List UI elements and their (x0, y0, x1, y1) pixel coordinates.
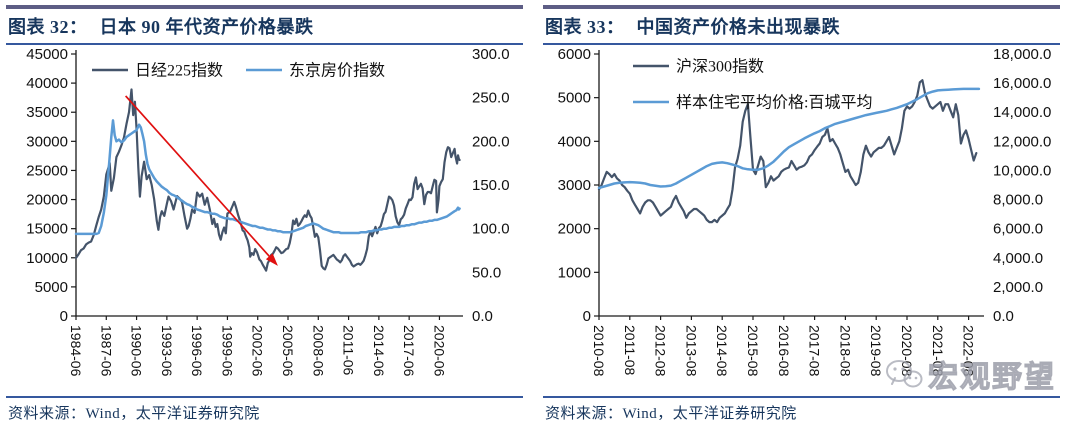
y-left-tick-label: 40000 (26, 75, 68, 92)
x-tick-label: 1984-06 (68, 325, 84, 377)
x-tick-label: 2014-08 (714, 325, 730, 377)
y-right-tick-label: 14,000.0 (993, 104, 1051, 121)
figure-title: 中国资产价格未出现暴跌 (636, 17, 840, 37)
figure-panel-china: 图表 33： 中国资产价格未出现暴跌 6000 5000 4000 3000 2000 1… (543, 5, 1060, 424)
x-tick-label: 2008-06 (310, 325, 326, 377)
x-tick-label: 2010-08 (591, 325, 607, 377)
x-tick-label: 2013-08 (683, 325, 699, 377)
y-right-tick-label: 6,000.0 (993, 221, 1043, 238)
x-tick-label: 2005-06 (280, 325, 296, 377)
x-tick-label: 2018-08 (837, 325, 853, 377)
x-tick-label: 1999-06 (219, 325, 235, 377)
x-tick-label: 2020-08 (899, 325, 915, 377)
y-left-tick-label: 0 (60, 308, 68, 325)
y-right-tick-label: 10,000.0 (993, 162, 1051, 179)
source-note: 资料来源：Wind，太平洋证券研究院 (6, 396, 523, 423)
legend-label: 沪深300指数 (676, 58, 764, 76)
y-left-tick-label: 35000 (26, 104, 68, 121)
y-right-tick-label: 12,000.0 (993, 133, 1051, 150)
series-line-right (597, 87, 981, 190)
series-line-right (74, 119, 461, 236)
y-right-tick-label: 4,000.0 (993, 250, 1043, 267)
legend-label: 样本住宅平均价格:百城平均 (676, 94, 872, 112)
y-left-tick-label: 3000 (558, 177, 591, 194)
panel-top-bar (543, 5, 1060, 9)
x-tick-label: 2011-06 (341, 325, 357, 376)
y-left-tick-label: 1000 (558, 264, 591, 281)
decline-arrow-head (265, 253, 278, 266)
x-tick-label: 2017-08 (807, 325, 823, 377)
figure-header: 图表 32： 日本 90 年代资产价格暴跌 (6, 9, 523, 45)
x-tick-label: 1996-06 (189, 325, 205, 377)
x-tick-label: 2015-08 (745, 325, 761, 377)
x-tick-label: 2016-08 (776, 325, 792, 377)
series-line-left (74, 88, 461, 272)
x-tick-label: 2021-08 (930, 325, 946, 377)
figure-panel-japan: 图表 32： 日本 90 年代资产价格暴跌 45000 40000 35000 300… (6, 5, 523, 424)
nikkei-tokyo-chart-canvas: 45000 40000 35000 30000 25000 20000 15000 10000… (26, 46, 510, 377)
x-tick-label: 2012-08 (653, 325, 669, 377)
y-left-tick-label: 2000 (558, 221, 591, 238)
x-tick-label: 2017-06 (401, 325, 417, 377)
figure-label: 图表 33： (545, 17, 625, 37)
csi300-houseprice-chart-canvas: 6000 5000 4000 3000 2000 1000 0 18,000.0 16,000.… (558, 46, 1052, 377)
y-left-tick-label: 6000 (558, 46, 591, 63)
y-left-tick-label: 10000 (26, 250, 68, 267)
x-tick-label: 2019-08 (868, 325, 884, 377)
x-tick-label: 2011-08 (622, 325, 638, 376)
y-right-tick-label: 2,000.0 (993, 279, 1043, 296)
x-tick-label: 2022-08 (961, 325, 977, 377)
y-right-tick-label: 8,000.0 (993, 192, 1043, 209)
x-tick-label: 1993-06 (159, 325, 175, 377)
figure-label: 图表 32： (8, 17, 88, 37)
panel-top-bar (6, 5, 523, 9)
x-tick-label: 2002-06 (250, 325, 266, 377)
y-right-tick-label: 0.0 (472, 308, 493, 325)
x-tick-label: 1987-06 (98, 325, 114, 377)
y-left-tick-label: 30000 (26, 133, 68, 150)
y-right-tick-label: 200.0 (472, 133, 510, 150)
y-right-tick-label: 18,000.0 (993, 46, 1051, 63)
y-left-tick-label: 20000 (26, 192, 68, 209)
y-right-tick-label: 100.0 (472, 221, 510, 238)
figure-header: 图表 33： 中国资产价格未出现暴跌 (543, 9, 1060, 45)
y-left-tick-label: 45000 (26, 46, 68, 63)
figure-title: 日本 90 年代资产价格暴跌 (99, 17, 314, 37)
y-left-tick-label: 5000 (35, 279, 68, 296)
decline-arrow-shaft (125, 95, 274, 261)
legend-label: 日经225指数 (135, 62, 223, 80)
y-left-tick-label: 5000 (558, 90, 591, 107)
x-tick-label: 1990-06 (129, 325, 145, 377)
x-tick-label: 2014-06 (371, 325, 387, 377)
y-right-tick-label: 300.0 (472, 46, 510, 63)
y-right-tick-label: 16,000.0 (993, 75, 1051, 92)
y-left-tick-label: 15000 (26, 221, 68, 238)
y-left-tick-label: 4000 (558, 133, 591, 150)
y-left-tick-label: 0 (583, 308, 591, 325)
y-right-tick-label: 150.0 (472, 177, 510, 194)
x-tick-label: 2020-06 (431, 325, 447, 377)
y-right-tick-label: 50.0 (472, 264, 501, 281)
y-right-tick-label: 0.0 (993, 308, 1014, 325)
y-right-tick-label: 250.0 (472, 90, 510, 107)
series-line-left (597, 79, 978, 224)
source-note: 资料来源：Wind，太平洋证券研究院 (543, 396, 1060, 423)
legend-label: 东京房价指数 (289, 62, 385, 80)
y-left-tick-label: 25000 (26, 162, 68, 179)
